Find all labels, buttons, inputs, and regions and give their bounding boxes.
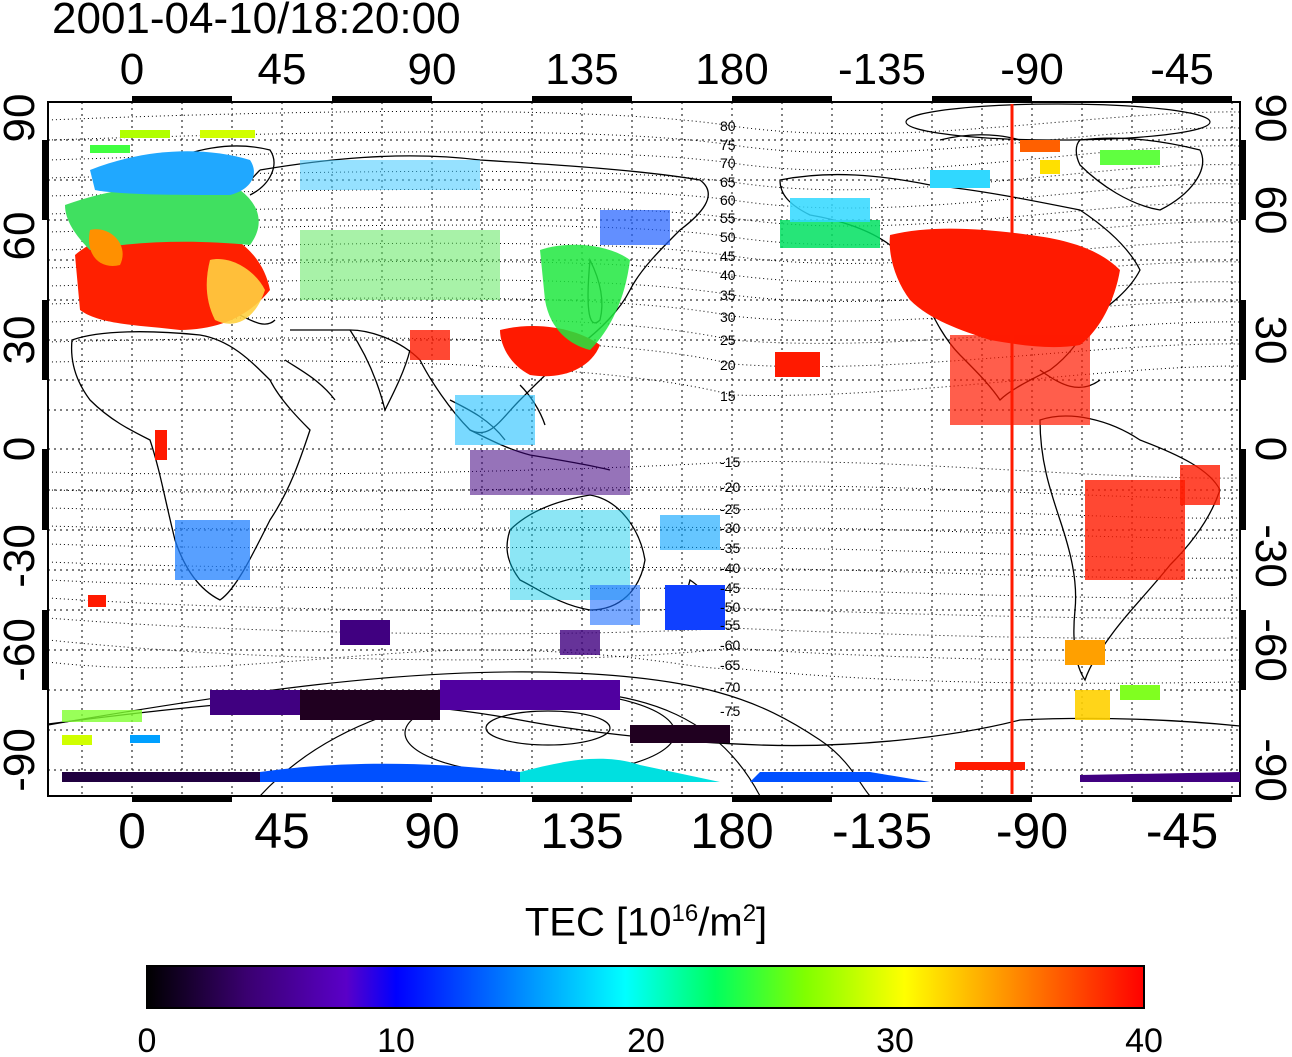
right-lat-tick: 0 (1246, 437, 1292, 461)
mlat-label: 80 (720, 118, 736, 134)
bottom-lon-tick: 45 (254, 803, 310, 859)
tec-data (62, 130, 1240, 782)
mlat-label: -15 (720, 454, 740, 470)
mlat-label: 70 (720, 155, 736, 171)
left-lat-tick: -30 (0, 524, 44, 588)
colorbar-tick: 20 (627, 1022, 665, 1057)
colorbar-ticks: 0 10 20 30 40 (138, 1022, 1163, 1057)
mlat-label: 25 (720, 332, 736, 348)
mlat-label: -20 (720, 479, 740, 495)
mlat-label: -35 (720, 540, 740, 556)
right-lat-tick: -30 (1246, 524, 1292, 588)
mlat-label: 40 (720, 267, 736, 283)
colorbar (146, 965, 1145, 1009)
mlat-label: 35 (720, 287, 736, 303)
bottom-lon-tick: -90 (996, 803, 1068, 859)
mlat-label: -40 (720, 560, 740, 576)
mlat-label: 20 (720, 357, 736, 373)
mlat-label: -75 (720, 703, 740, 719)
magnetic-latitude-labels: 80 75 70 65 60 55 50 45 40 35 30 25 20 1… (720, 118, 740, 719)
mlat-label: -45 (720, 580, 740, 596)
bottom-lon-tick: -135 (832, 803, 932, 859)
colorbar-tick: 40 (1125, 1022, 1163, 1057)
top-lon-tick: -45 (1150, 45, 1214, 94)
top-lon-tick: 180 (695, 45, 768, 94)
timestamp-title: 2001-04-10/18:20:00 (52, 0, 461, 43)
left-lat-tick: 30 (0, 316, 44, 365)
top-lon-tick: 0 (120, 45, 144, 94)
right-lat-ticks: 90 60 30 0 -30 -60 -90 (1246, 94, 1292, 802)
mlat-label: 55 (720, 210, 736, 226)
mlat-label: -30 (720, 520, 740, 536)
left-lat-tick: 60 (0, 212, 44, 261)
colorbar-title-suffix: ] (756, 900, 768, 945)
right-lat-tick: 60 (1246, 186, 1292, 235)
colorbar-tick: 0 (138, 1022, 157, 1057)
right-lat-tick: 90 (1246, 94, 1292, 143)
top-lon-tick: 135 (545, 45, 618, 94)
mlat-label: -70 (720, 679, 740, 695)
top-lon-tick: 90 (408, 45, 457, 94)
mlat-label: -55 (720, 617, 740, 633)
colorbar-title: TEC [1016/m2] (0, 900, 1292, 945)
left-lat-tick: 0 (0, 437, 44, 461)
mlat-label: -60 (720, 637, 740, 653)
mlat-label: -50 (720, 599, 740, 615)
bottom-lon-tick: 90 (404, 803, 460, 859)
bottom-lon-tick: -45 (1146, 803, 1218, 859)
bottom-lon-tick: 135 (540, 803, 623, 859)
left-lat-ticks: 90 60 30 0 -30 -60 -90 (0, 94, 44, 792)
colorbar-tick: 30 (876, 1022, 914, 1057)
mlat-label: 50 (720, 229, 736, 245)
colorbar-title-exp2: 2 (742, 900, 757, 927)
bottom-lon-tick: 180 (690, 803, 773, 859)
colorbar-title-prefix: TEC [10 (524, 900, 672, 945)
mlat-label: 60 (720, 192, 736, 208)
mlat-label: 65 (720, 174, 736, 190)
mlat-label: -65 (720, 657, 740, 673)
mlat-label: 75 (720, 137, 736, 153)
colorbar-tick: 10 (377, 1022, 415, 1057)
top-lon-tick: -90 (1000, 45, 1064, 94)
top-lon-tick: -135 (838, 45, 926, 94)
colorbar-title-exp: 16 (671, 900, 699, 927)
bottom-lon-ticks: 0 45 90 135 180 -135 -90 -45 (118, 803, 1218, 859)
right-lat-tick: 30 (1246, 316, 1292, 365)
right-lat-tick: -60 (1246, 618, 1292, 682)
border-bars (42, 96, 1246, 802)
mlat-label: 45 (720, 248, 736, 264)
colorbar-title-mid: /m (698, 900, 743, 945)
mlat-label: 30 (720, 309, 736, 325)
left-lat-tick: -90 (0, 728, 44, 792)
bottom-lon-tick: 0 (118, 803, 146, 859)
top-lon-tick: 45 (258, 45, 307, 94)
mlat-label: 15 (720, 388, 736, 404)
top-lon-ticks: 0 45 90 135 180 -135 -90 -45 (120, 45, 1214, 94)
right-lat-tick: -90 (1246, 738, 1292, 802)
mlat-label: -25 (720, 501, 740, 517)
left-lat-tick: -60 (0, 618, 44, 682)
left-lat-tick: 90 (0, 94, 44, 143)
